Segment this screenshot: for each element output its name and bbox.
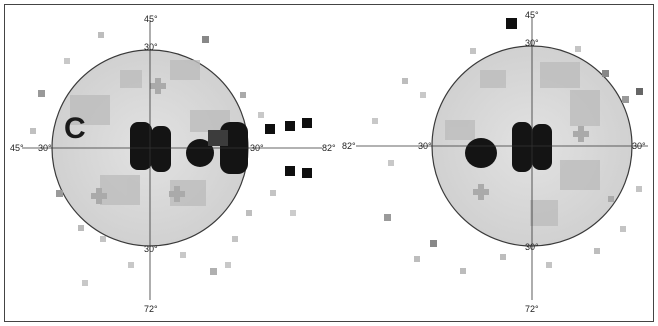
right-label-upper: 30°: [525, 38, 539, 48]
left-peripheral-points: [30, 32, 296, 286]
right-field-mottling: [445, 62, 600, 226]
left-visual-field: 45° 30° 45° 30° 30° 82° 30° 72° C: [10, 14, 336, 314]
right-label-left-outer: 82°: [342, 141, 356, 151]
left-label-top: 45°: [144, 14, 158, 24]
right-field-axes: [356, 18, 648, 300]
right-label-bottom: 72°: [525, 304, 539, 314]
left-dark-points: [265, 118, 312, 178]
left-label-left-outer: 45°: [10, 143, 24, 153]
left-field-crosses: [91, 78, 185, 204]
right-label-right-inner: 30°: [632, 141, 646, 151]
left-label-upper: 30°: [144, 42, 158, 52]
right-field-crosses: [473, 126, 589, 200]
left-label-left-inner: 30°: [38, 143, 52, 153]
left-field-axes: [22, 20, 322, 300]
left-label-bottom: 72°: [144, 304, 158, 314]
left-field-scotomas: [130, 122, 248, 174]
left-label-lower: 30°: [144, 244, 158, 254]
right-label-top: 45°: [525, 10, 539, 20]
right-label-lower: 30°: [525, 242, 539, 252]
right-visual-field: 45° 30° 82° 30° 30° 30° 72°: [342, 10, 648, 314]
figure-letter: C: [64, 112, 86, 145]
right-field-scotomas: [465, 122, 552, 172]
right-peripheral-points: [372, 18, 643, 274]
left-label-right-inner: 30°: [250, 143, 264, 153]
left-label-right-outer: 82°: [322, 143, 336, 153]
right-label-left-inner: 30°: [418, 141, 432, 151]
